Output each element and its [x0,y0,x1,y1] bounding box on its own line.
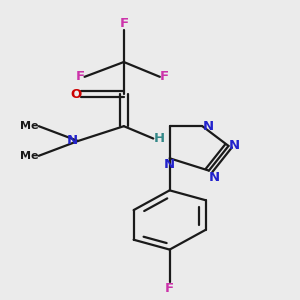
Text: N: N [229,140,240,152]
Text: O: O [70,88,81,100]
Text: Me: Me [20,121,39,131]
Text: N: N [164,158,175,171]
Text: N: N [67,134,78,148]
Text: N: N [202,120,214,133]
Text: F: F [75,70,85,83]
Text: F: F [160,70,169,83]
Text: F: F [165,282,174,295]
Text: H: H [153,132,164,145]
Text: F: F [119,17,128,30]
Text: N: N [209,171,220,184]
Text: Me: Me [20,151,39,161]
